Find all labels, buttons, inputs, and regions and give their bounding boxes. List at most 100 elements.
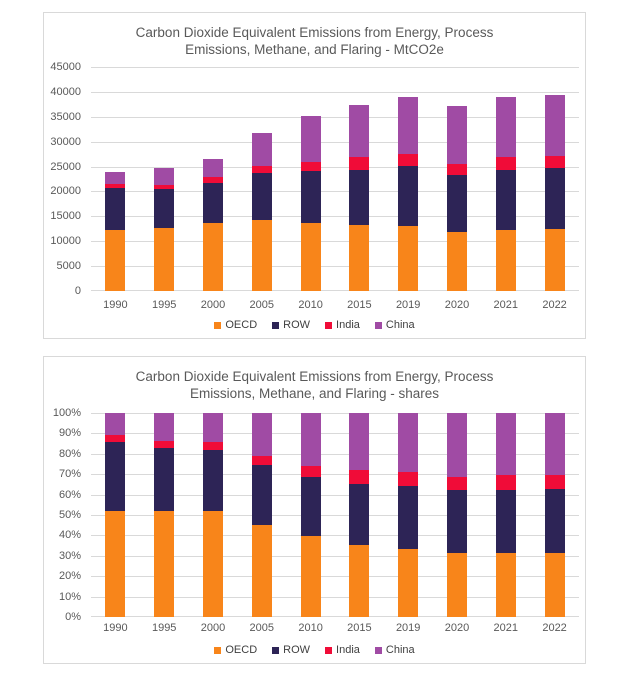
- bar-segment-china-1990: [105, 171, 126, 185]
- legend-swatch-oecd: [214, 321, 222, 329]
- gridline: [91, 474, 579, 475]
- legend-swatch-india: [325, 321, 333, 329]
- y-axis-tick-label: 15000: [50, 210, 81, 222]
- bar-segment-oecd-2022: [544, 552, 565, 617]
- y-axis-tick-label: 30000: [50, 136, 81, 148]
- bar-segment-china-2019: [398, 413, 419, 473]
- bar-segment-row-2020: [446, 489, 467, 553]
- bar-segment-row-2010: [300, 171, 321, 223]
- bar-column-2022: [530, 413, 579, 617]
- bars-row: [91, 67, 579, 291]
- gridline: [91, 454, 579, 455]
- x-axis-label-1995: 1995: [151, 299, 177, 311]
- bar-column-2021: [481, 67, 530, 291]
- legend-item-india: India: [325, 319, 360, 331]
- bar-column-2005: [237, 413, 286, 617]
- bar-segment-china-2022: [544, 413, 565, 476]
- bar-segment-oecd-2010: [300, 222, 321, 291]
- bar-segment-china-2000: [202, 159, 223, 178]
- bar-segment-india-1995: [154, 440, 175, 448]
- bars-row: [91, 413, 579, 617]
- stacked-bar-2000: [202, 413, 223, 617]
- bar-segment-china-2021: [495, 96, 516, 157]
- y-axis: 0% 10% 20% 30% 40% 50% 60% 70% 80% 90% 100%: [44, 407, 85, 623]
- legend-swatch-row: [272, 646, 280, 654]
- gridline: [91, 92, 579, 93]
- bar-column-2015: [335, 67, 384, 291]
- y-axis-tick-label: 60%: [58, 489, 81, 501]
- y-axis-tick-label: 5000: [56, 260, 81, 272]
- stacked-bar-2019: [398, 413, 419, 617]
- bar-segment-row-2019: [398, 165, 419, 226]
- x-axis-label-2015: 2015: [347, 299, 372, 311]
- legend-label: OECD: [225, 644, 258, 656]
- bar-column-2019: [384, 67, 433, 291]
- legend-label: China: [385, 319, 415, 331]
- bar-segment-china-2020: [446, 413, 467, 478]
- bar-segment-china-1995: [154, 413, 175, 441]
- x-axis-label-2005: 2005: [249, 622, 275, 634]
- bar-segment-row-1990: [105, 441, 126, 511]
- x-axis-label-1990: 1990: [103, 622, 128, 634]
- bar-segment-row-2022: [544, 168, 565, 229]
- bar-segment-oecd-2020: [446, 232, 467, 291]
- legend-item-china: China: [374, 644, 415, 656]
- bar-segment-china-1995: [154, 168, 175, 185]
- bar-segment-row-2021: [495, 489, 516, 553]
- bar-segment-row-2022: [544, 488, 565, 553]
- x-axis: 1990 1995 2000 2005 2010 2015 2019 2020 2021 2022: [91, 299, 579, 311]
- stacked-bar-2005: [251, 132, 272, 291]
- bar-segment-india-2010: [300, 466, 321, 478]
- legend-swatch-oecd: [214, 646, 222, 654]
- y-axis-tick-label: 10000: [50, 235, 81, 247]
- bar-segment-india-2021: [495, 475, 516, 490]
- bar-column-2020: [433, 67, 482, 291]
- bar-segment-oecd-1990: [105, 229, 126, 291]
- gridline: [91, 576, 579, 577]
- bar-segment-oecd-2000: [202, 222, 223, 291]
- bar-segment-row-2005: [251, 465, 272, 526]
- bar-segment-india-2000: [202, 177, 223, 183]
- gridline: [91, 597, 579, 598]
- gridline: [91, 290, 579, 291]
- bar-segment-oecd-1995: [154, 510, 175, 617]
- y-axis-tick-label: 35000: [50, 111, 81, 123]
- emissions-absolute-chart: Carbon Dioxide Equivalent Emissions from…: [43, 12, 586, 339]
- bar-column-2021: [481, 413, 530, 617]
- bar-segment-oecd-1990: [105, 510, 126, 617]
- x-axis-label-2000: 2000: [200, 622, 226, 634]
- y-axis-tick-label: 50%: [58, 509, 81, 521]
- chart-title-line-1: Carbon Dioxide Equivalent Emissions from…: [135, 25, 494, 40]
- bar-segment-oecd-2005: [251, 525, 272, 617]
- bar-column-2019: [384, 413, 433, 617]
- stacked-bar-1995: [154, 413, 175, 617]
- bar-segment-china-2010: [300, 413, 321, 467]
- bar-segment-oecd-1995: [154, 227, 175, 291]
- bar-segment-row-2015: [349, 169, 370, 226]
- bar-segment-oecd-2019: [398, 548, 419, 617]
- bar-segment-india-2010: [300, 161, 321, 172]
- x-axis-label-2022: 2022: [542, 622, 567, 634]
- bar-column-2000: [189, 67, 238, 291]
- bar-column-1995: [140, 413, 189, 617]
- x-axis-label-2019: 2019: [395, 299, 421, 311]
- legend-label: OECD: [225, 319, 258, 331]
- bar-segment-china-2022: [544, 94, 565, 156]
- bar-segment-india-2000: [202, 441, 223, 450]
- gridline: [91, 433, 579, 434]
- bar-segment-oecd-2020: [446, 552, 467, 617]
- bar-segment-india-2005: [251, 455, 272, 466]
- bar-column-2020: [433, 413, 482, 617]
- stacked-bar-2021: [495, 96, 516, 291]
- bar-column-1990: [91, 67, 140, 291]
- bar-segment-india-1990: [105, 435, 126, 442]
- emissions-shares-chart: Carbon Dioxide Equivalent Emissions from…: [43, 356, 586, 664]
- x-axis-label-2010: 2010: [298, 622, 323, 634]
- bar-segment-row-1995: [154, 447, 175, 511]
- legend-swatch-row: [272, 321, 280, 329]
- gridline: [91, 191, 579, 192]
- gridline: [91, 241, 579, 242]
- bar-column-2010: [286, 67, 335, 291]
- x-axis-label-1990: 1990: [103, 299, 128, 311]
